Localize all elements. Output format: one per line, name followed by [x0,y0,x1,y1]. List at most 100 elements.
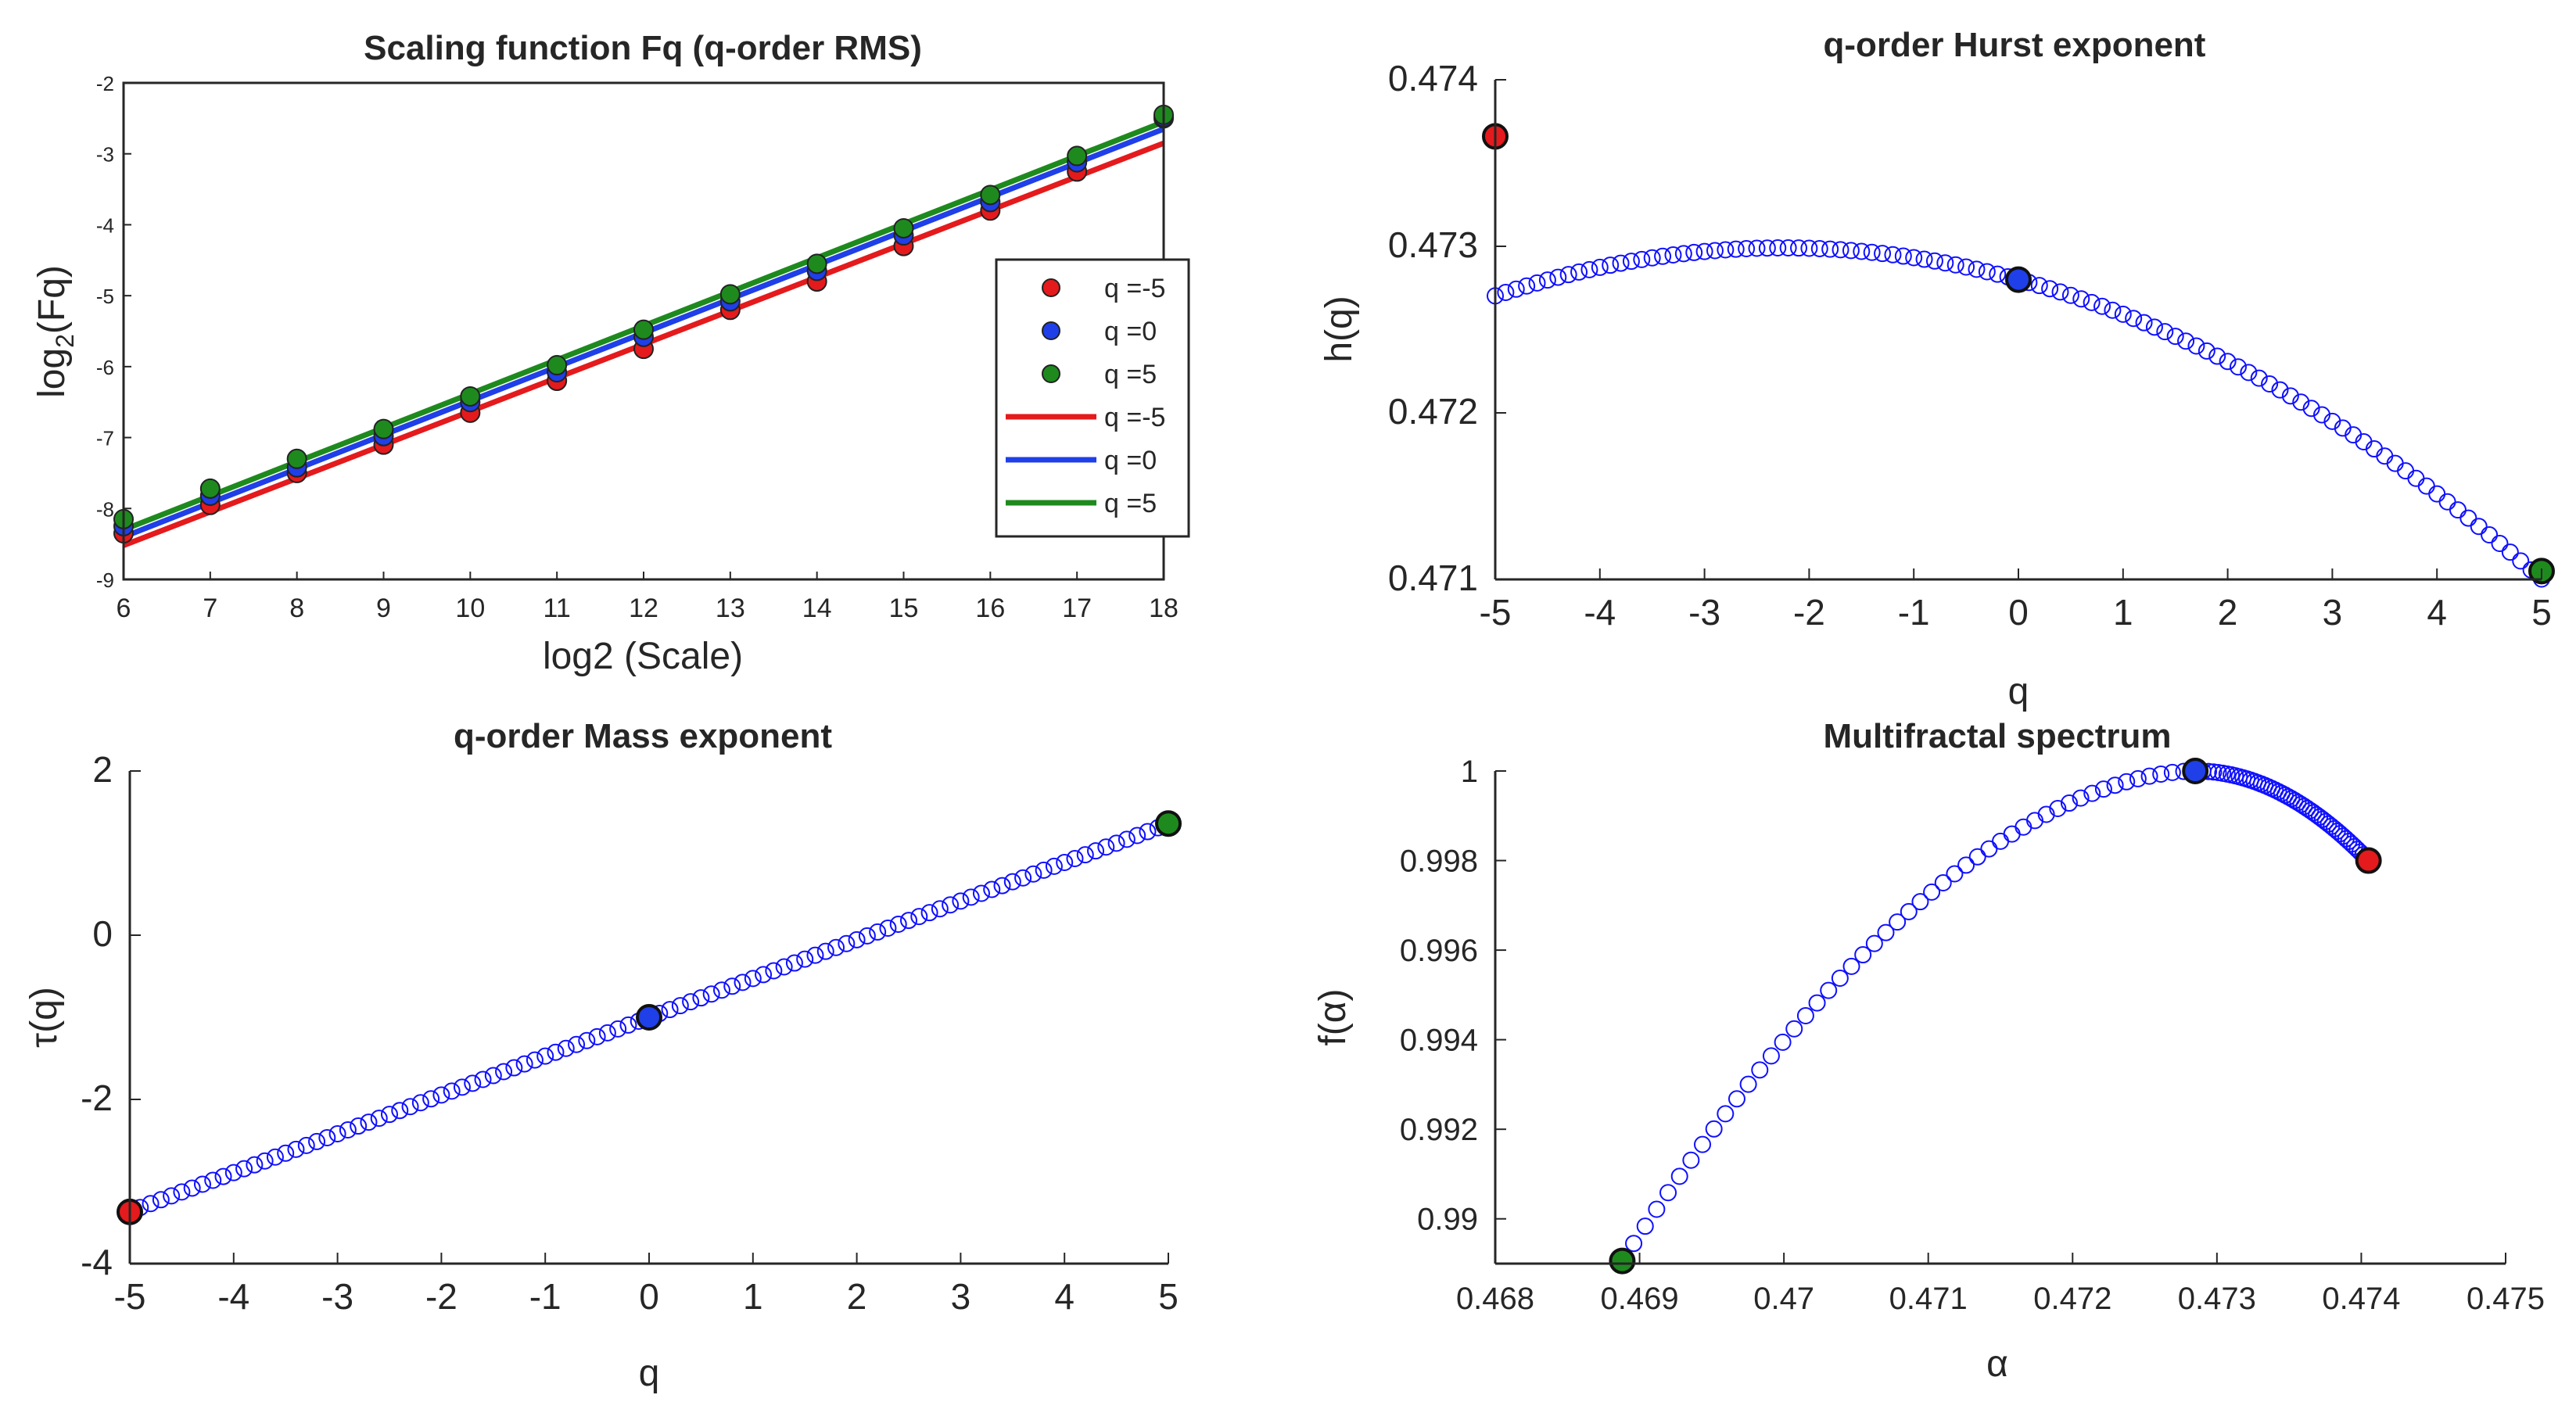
x-tick-label-14: 14 [802,593,832,623]
x-tick-label-6: 1 [743,1276,763,1317]
spectrum-point-70 [1957,856,1975,874]
hq-point-90 [2428,485,2446,503]
y-tick-label-1: -2 [81,1078,113,1118]
hq-point-6 [1549,268,1567,286]
mass-y-axis-label: τ(q) [23,987,65,1048]
hq-point-43 [1936,254,1954,272]
x-tick-label-3: -2 [425,1276,457,1317]
hq-point-44 [1946,256,1964,274]
spectrum-point-91 [1717,1105,1735,1123]
y-tick-label-3: 2 [92,749,113,790]
tau-point-61 [755,966,773,984]
spectrum-point-57 [2106,776,2124,794]
spectrum-point-55 [2129,769,2147,787]
spectrum-point-73 [1923,883,1941,901]
x-tick-label-7: 2 [847,1276,867,1317]
tau-point-38 [515,1055,533,1073]
hq-point-55 [2061,286,2079,304]
spectrum-point-93 [1694,1135,1712,1153]
tau-point-39 [526,1051,544,1069]
x-tick-label-10: 10 [455,593,485,623]
hq-point-84 [2365,440,2383,458]
hq-point-9 [1580,260,1598,278]
hq-point-14 [1633,250,1651,268]
y-tick-label-4: 0.998 [1400,844,1478,879]
spectrum-point-90 [1727,1090,1745,1108]
tau-point-6 [183,1179,201,1197]
tau-point-91 [1066,850,1084,868]
x-tick-label-0: 0.468 [1456,1282,1534,1316]
x-tick-label-9: 4 [1054,1276,1075,1317]
tau-point-25 [381,1106,398,1124]
hq-point-38 [1884,246,1902,264]
tau-point-43 [568,1035,586,1053]
hq-point-62 [2135,314,2153,332]
tau-point-18 [308,1132,326,1150]
spectrum-point-66 [2003,825,2021,843]
x-tick-label-17: 17 [1062,593,1092,623]
tau-point-47 [609,1020,627,1038]
spectrum-point-64 [2026,812,2044,830]
spectrum-point-99 [1625,1235,1643,1253]
tau-point-57 [712,981,730,999]
spectrum-point-54 [2140,767,2158,785]
y-tick-label-0: 0.471 [1388,558,1478,598]
y-tick-label--2: -2 [96,72,114,95]
x-tick-label-6: 6 [117,593,131,623]
hq-point-74 [2261,375,2279,393]
hq-point-29 [1790,239,1808,257]
tau-point-77 [920,904,938,922]
hq-point-75 [2271,381,2289,399]
hq-point-47 [1978,263,1996,281]
tau-point-90 [1056,853,1074,871]
spectrum-point-80 [1842,957,1860,975]
hq-point-89 [2417,477,2435,495]
legend-marker-2 [1042,364,1060,383]
tau-point-7 [193,1175,211,1193]
tau-point-9 [214,1167,232,1185]
spectrum-point-52 [2163,763,2181,781]
spectrum-point-14 [2319,815,2337,833]
hq-point-52 [2030,277,2048,295]
scaling-function-title: Scaling function Fq (q-order RMS) [364,29,922,67]
spectrum-point-56 [2118,773,2136,791]
hq-point-98 [2512,552,2530,570]
hq-point-16 [1654,247,1672,265]
spectrum-point-98 [1636,1217,1654,1235]
tau-point-75 [900,912,917,930]
x-tick-label-5: 0 [2008,592,2029,633]
x-tick-label-4: -1 [1898,592,1930,633]
tau-point-69 [838,934,856,952]
hq-point-40 [1905,249,1923,267]
spectrum-point-79 [1854,946,1872,964]
hq-point-18 [1674,245,1692,263]
x-tick-label-8: 8 [289,593,304,623]
legend-label-3: q =-5 [1104,403,1165,432]
spectrum-point-78 [1865,934,1883,952]
x-tick-label-1: -4 [1584,592,1616,633]
mass-x-axis-label: q [639,1353,660,1394]
spectrum-point-94 [1682,1151,1700,1169]
hq-point-7 [1559,266,1577,284]
y-tick-label-1: 0.992 [1400,1113,1478,1147]
hq-point-72 [2240,364,2258,382]
tau-point-81 [962,888,980,906]
x-tick-label-3: 0.471 [1889,1282,1968,1316]
hq-point-85 [2376,447,2394,465]
x-tick-label-8: 3 [951,1276,971,1317]
data-point-s2-11 [1067,145,1088,167]
tau-point-20 [328,1124,346,1142]
x-tick-label-3: -2 [1793,592,1825,633]
tau-point-87 [1024,865,1042,883]
data-point-s2-9 [893,217,914,238]
hq-point-36 [1863,243,1881,261]
x-tick-label-5: 0.473 [2178,1282,2256,1316]
hq-point-68 [2197,342,2215,360]
tau-point-67 [816,942,834,960]
spectrum-point-62 [2049,800,2067,818]
hq-point-53 [2041,280,2059,298]
legend-label-1: q =0 [1104,317,1157,346]
y-tick-label-2: 0.473 [1388,224,1478,265]
tau-point-28 [411,1094,429,1112]
data-point-s2-1 [199,478,221,499]
